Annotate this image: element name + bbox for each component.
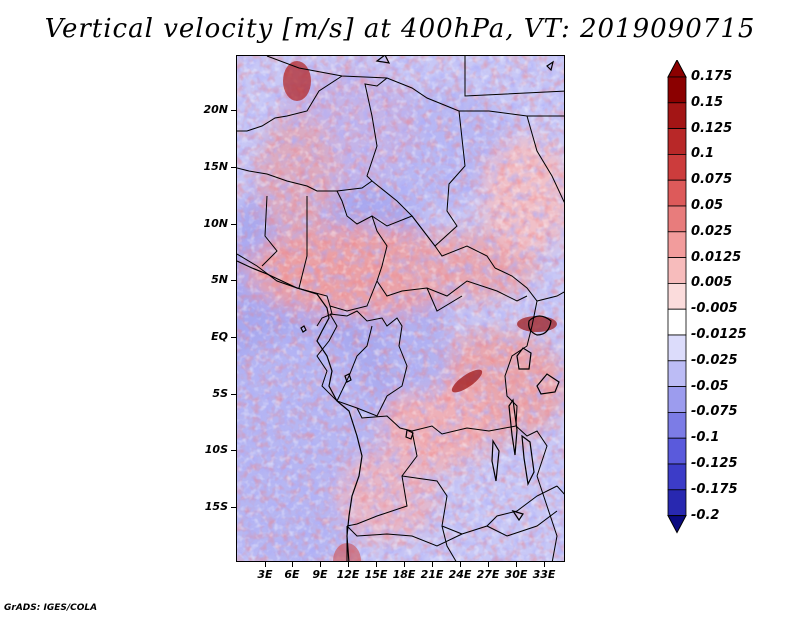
map-panel bbox=[236, 55, 565, 562]
lon-tick bbox=[404, 562, 405, 567]
colorbar-swatch bbox=[667, 102, 687, 129]
lon-label: 18E bbox=[392, 568, 416, 581]
lon-label: 15E bbox=[364, 568, 388, 581]
lon-label: 21E bbox=[420, 568, 444, 581]
colorbar-high-arrow bbox=[667, 60, 687, 78]
lon-tick bbox=[488, 562, 489, 567]
colorbar-swatch bbox=[667, 489, 687, 516]
colorbar-label: 0.175 bbox=[691, 69, 733, 84]
lat-tick bbox=[231, 224, 236, 225]
colorbar-label: -0.075 bbox=[691, 404, 738, 420]
coastline bbox=[237, 56, 560, 561]
colorbar-swatch bbox=[667, 231, 687, 259]
lon-tick bbox=[320, 562, 321, 567]
colorbar-swatch bbox=[667, 179, 687, 207]
colorbar-swatch bbox=[667, 128, 687, 155]
lon-tick bbox=[376, 562, 377, 567]
colorbar-swatch bbox=[667, 360, 687, 387]
colorbar-label: 0.005 bbox=[691, 275, 733, 291]
lon-tick bbox=[292, 562, 293, 567]
colorbar-swatch bbox=[667, 411, 687, 439]
lon-tick bbox=[460, 562, 461, 567]
lon-label: 6E bbox=[284, 568, 300, 581]
colorbar-swatch bbox=[667, 205, 687, 233]
colorbar-label: 0.025 bbox=[691, 223, 733, 239]
colorbar-label: 0.0125 bbox=[691, 249, 742, 265]
lat-tick bbox=[231, 337, 236, 338]
colorbar-label: -0.005 bbox=[691, 301, 738, 317]
lat-label: EQ bbox=[211, 330, 228, 343]
colorbar-label: -0.05 bbox=[691, 378, 729, 394]
lat-label: 5N bbox=[211, 273, 228, 286]
lon-tick bbox=[516, 562, 517, 567]
vertical-velocity-field bbox=[237, 56, 564, 561]
colorbar-swatch bbox=[667, 154, 687, 181]
lat-tick bbox=[231, 394, 236, 395]
lat-label: 15S bbox=[204, 500, 228, 513]
lat-tick bbox=[231, 280, 236, 281]
lon-label: 30E bbox=[504, 568, 528, 581]
colorbar-swatch bbox=[667, 386, 687, 413]
lon-label: 9E bbox=[312, 568, 328, 581]
colorbar-label: -0.025 bbox=[691, 352, 738, 368]
lat-tick bbox=[231, 110, 236, 111]
lon-label: 33E bbox=[532, 568, 556, 581]
grads-credit: GrADS: IGES/COLA bbox=[4, 603, 98, 613]
colorbar-swatch bbox=[667, 437, 687, 465]
lat-label: 15N bbox=[203, 160, 228, 173]
lat-label: 5S bbox=[212, 387, 228, 400]
lat-tick bbox=[231, 167, 236, 168]
lon-tick bbox=[265, 562, 266, 567]
lon-label: 12E bbox=[336, 568, 360, 581]
colorbar-label: 0.075 bbox=[691, 172, 733, 188]
colorbar-swatch bbox=[667, 257, 687, 284]
lat-tick bbox=[231, 450, 236, 451]
colorbar-swatch bbox=[667, 308, 687, 336]
lon-label: 3E bbox=[257, 568, 273, 581]
colorbar-label: 0.15 bbox=[691, 94, 724, 110]
lat-label: 20N bbox=[203, 103, 228, 116]
lat-label: 10S bbox=[204, 443, 228, 456]
colorbar-label: -0.1 bbox=[691, 430, 720, 446]
colorbar-swatch bbox=[667, 282, 687, 310]
lon-tick bbox=[348, 562, 349, 567]
lat-tick bbox=[231, 507, 236, 508]
lon-tick bbox=[544, 562, 545, 567]
colorbar-label: 0.125 bbox=[691, 120, 733, 136]
colorbar-swatch bbox=[667, 463, 687, 491]
plot-title: Vertical velocity [m/s] at 400hPa, VT: 2… bbox=[44, 14, 756, 44]
lat-label: 10N bbox=[203, 217, 228, 230]
colorbar-label: -0.0125 bbox=[691, 327, 747, 342]
colorbar-label: -0.2 bbox=[691, 507, 720, 523]
colorbar-swatch bbox=[667, 76, 687, 104]
colorbar-label: 0.05 bbox=[691, 198, 724, 213]
lon-label: 24E bbox=[448, 568, 472, 581]
colorbar-label: -0.175 bbox=[691, 481, 738, 497]
colorbar-label: 0.1 bbox=[691, 146, 715, 162]
lon-label: 27E bbox=[476, 568, 500, 581]
colorbar-swatch bbox=[667, 334, 687, 362]
colorbar-label: -0.125 bbox=[691, 456, 738, 471]
colorbar-low-arrow bbox=[667, 515, 687, 534]
country-borders bbox=[237, 56, 564, 561]
lon-tick bbox=[432, 562, 433, 567]
colorbar bbox=[667, 60, 687, 534]
